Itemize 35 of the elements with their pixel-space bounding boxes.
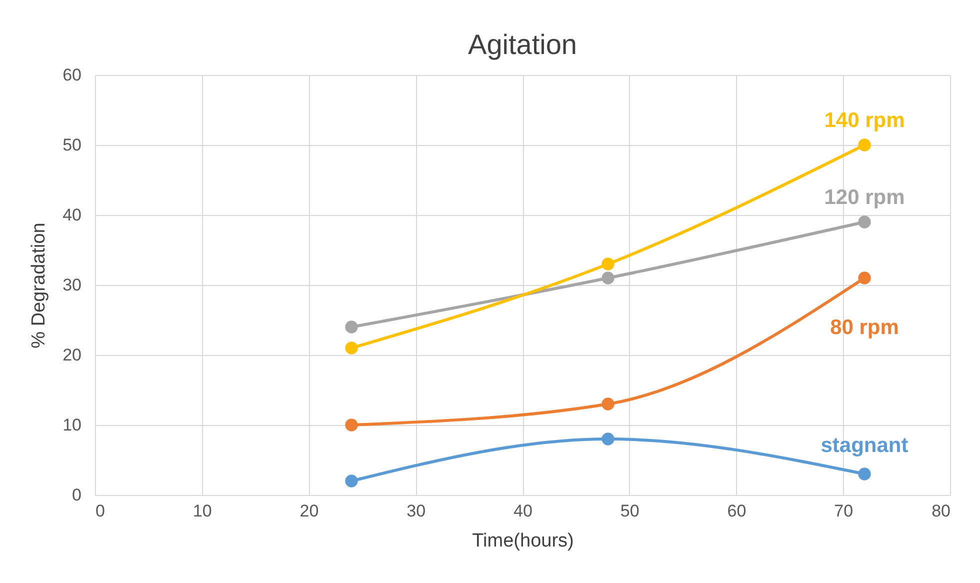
y-tick-label: 0 xyxy=(72,486,82,504)
y-tick-label: 50 xyxy=(62,136,82,154)
series-label: 80 rpm xyxy=(830,316,899,339)
chart-title: Agitation xyxy=(468,29,577,60)
x-tick-label: 30 xyxy=(406,502,426,520)
point xyxy=(602,432,614,446)
y-tick-label: 10 xyxy=(62,416,82,434)
y-axis-title: % Degradation xyxy=(28,222,50,348)
x-tick-label: 70 xyxy=(834,502,854,520)
y-tick-label: 20 xyxy=(62,346,82,364)
series-label: 120 rpm xyxy=(824,186,905,209)
point xyxy=(602,398,614,410)
point xyxy=(858,216,871,228)
x-tick-label: 0 xyxy=(96,502,105,520)
x-tick-label: 80 xyxy=(932,502,950,520)
point xyxy=(345,342,358,354)
y-tick-label: 40 xyxy=(62,206,82,224)
point xyxy=(858,138,871,152)
point xyxy=(602,272,614,284)
x-axis-title: Time(hours) xyxy=(472,530,574,552)
series-label: 140 rpm xyxy=(824,109,905,132)
point xyxy=(345,418,358,432)
point xyxy=(858,468,871,480)
point xyxy=(345,320,358,334)
x-tick-label: 20 xyxy=(300,502,319,520)
series-label: stagnant xyxy=(820,434,908,457)
x-tick-label: 10 xyxy=(192,502,212,520)
point xyxy=(345,474,358,488)
x-tick-label: 40 xyxy=(514,502,532,520)
x-tick-label: 60 xyxy=(727,502,746,520)
point xyxy=(602,258,614,270)
point xyxy=(858,272,871,284)
y-tick-label: 60 xyxy=(62,66,82,84)
y-tick-label: 30 xyxy=(62,276,82,294)
x-tick-label: 50 xyxy=(620,502,640,520)
